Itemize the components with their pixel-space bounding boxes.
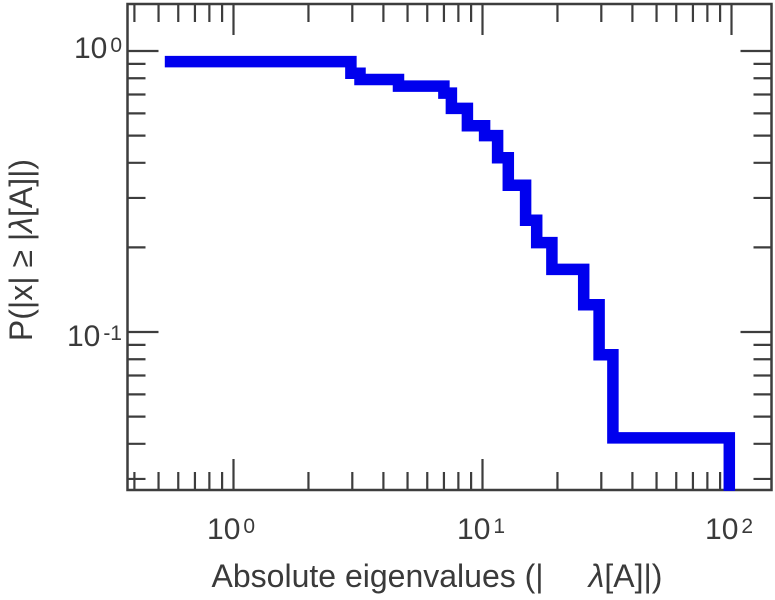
x-tick-label-10: 10 1 [457,513,506,546]
y-tick-label-1: 10 0 [73,32,122,65]
y-axis-title: P(|x| ≥ |λ[A]|) [3,158,39,342]
plot-frame [126,2,773,492]
x-tick-label-100: 10 2 [705,513,754,546]
x-axis-title: Absolute eigenvalues (| λ[A]|) [211,558,663,594]
ccdf-step-line [164,55,736,491]
x-tick-label-1: 10 0 [207,513,256,546]
y-tick-label-0p1: 10 -1 [66,320,122,353]
